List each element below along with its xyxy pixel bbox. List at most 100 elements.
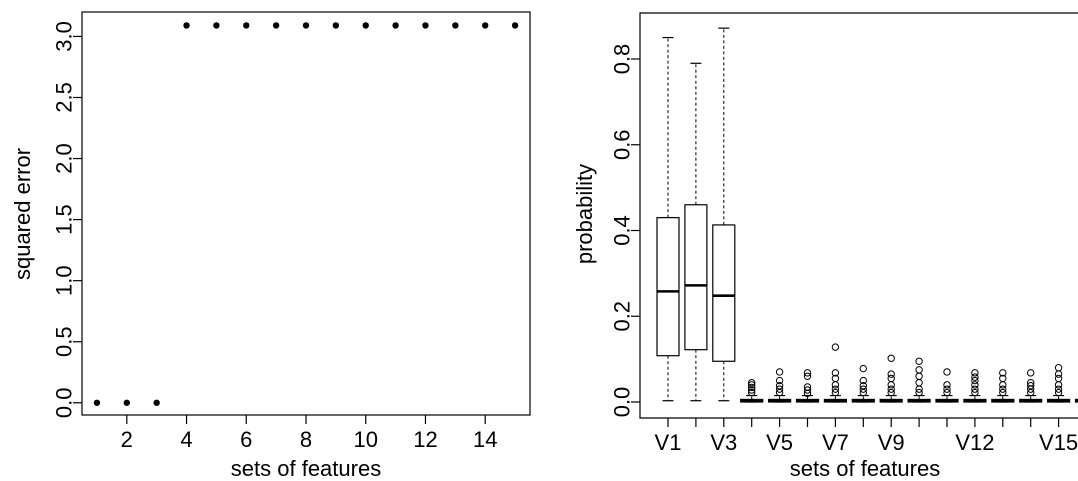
box-outlier [971, 369, 979, 377]
left-x-axis: 2 4 6 8 10 12 14 [121, 415, 497, 452]
left-data-point [482, 22, 489, 29]
box-outlier [943, 385, 951, 393]
box-outlier [999, 388, 1007, 397]
left-x-tick-label: 10 [353, 427, 377, 452]
box-outlier [999, 374, 1007, 383]
right-y-tick-label: 0.4 [610, 215, 635, 246]
box-outlier [1027, 382, 1035, 390]
box-outlier [971, 385, 979, 393]
right-y-tick-label: 0.8 [610, 44, 635, 75]
left-data-point [123, 399, 130, 406]
right-x-axis: V1 V3 V5 V7 V9 V12 V15 [655, 418, 1078, 455]
left-y-tick-label: 2.0 [52, 143, 77, 174]
right-x-tick-label: V3 [710, 430, 737, 455]
box-v14 [1019, 369, 1043, 403]
box-outlier [1054, 381, 1063, 389]
left-x-tick-label: 12 [413, 427, 437, 452]
box-outlier [831, 381, 840, 389]
right-x-tick-label: V9 [878, 430, 905, 455]
box-outlier [999, 385, 1007, 393]
box-outlier [1054, 374, 1063, 383]
box-outlier [943, 388, 951, 397]
left-data-point [183, 22, 190, 29]
box-outlier [775, 385, 784, 393]
box-outlier [915, 357, 923, 365]
box-outlier [748, 379, 756, 387]
box-outlier [915, 379, 923, 387]
box-outlier [1054, 388, 1063, 397]
box-v15 [1046, 364, 1071, 403]
box-outlier [943, 381, 951, 389]
box-outlier [859, 382, 867, 390]
box-outlier [748, 381, 756, 389]
box-outlier [971, 381, 979, 389]
box-v5 [767, 368, 792, 403]
box-outlier [887, 388, 895, 397]
left-data-point [243, 22, 250, 29]
box-v12 [963, 369, 987, 403]
left-data-points [93, 22, 519, 406]
right-y-axis-title: probability [572, 164, 597, 264]
box-outlier [1054, 370, 1063, 378]
box-outlier [859, 364, 867, 373]
box-v8 [851, 364, 875, 403]
left-x-tick-label: 2 [121, 427, 133, 452]
box-outlier [915, 388, 923, 397]
left-data-point [511, 22, 519, 29]
left-data-point [93, 399, 101, 406]
box-outlier [1027, 379, 1035, 387]
left-data-point [272, 22, 280, 29]
box-outlier [887, 385, 895, 393]
box-outlier [859, 385, 867, 393]
box-outlier [999, 369, 1007, 377]
box-outlier [887, 374, 895, 383]
box-outlier [831, 388, 840, 397]
box-body [656, 217, 680, 357]
box-outlier [831, 385, 840, 393]
box-outlier [971, 376, 979, 385]
left-y-axis-title: squared error [10, 148, 35, 280]
box-v11 [935, 368, 959, 403]
right-y-axis: 0.0 0.2 0.4 0.6 0.8 [610, 44, 640, 417]
box-outlier [1054, 385, 1063, 393]
box-v4 [740, 379, 764, 403]
box-outlier [803, 383, 812, 391]
box-body [684, 204, 708, 351]
box-outlier [971, 373, 979, 381]
box-outlier [831, 374, 840, 383]
right-x-axis-title: sets of features [790, 456, 940, 481]
box-v9 [879, 354, 903, 403]
right-y-tick-label: 0.2 [610, 301, 635, 332]
box-outlier [748, 383, 756, 392]
left-data-point [213, 22, 220, 29]
box-outlier [775, 376, 784, 385]
probability-boxplot-panel: 0.0 0.2 0.4 0.6 0.8 V1 V3 V5 V7 V9 V12 V15 sets of… [572, 12, 1078, 481]
left-x-tick-label: 6 [240, 427, 252, 452]
left-data-point [362, 22, 369, 29]
left-data-point [302, 22, 310, 29]
squared-error-scatter-panel: 0.0 0.5 1.0 1.5 2.0 2.5 3.0 2 4 6 8 10 12 14 sets of… [10, 11, 531, 481]
box-outlier [831, 343, 840, 351]
box-body [712, 224, 736, 362]
box-v1 [656, 36, 680, 402]
box-outlier [999, 381, 1007, 389]
box-outlier [887, 381, 895, 389]
left-data-point [422, 22, 429, 29]
box-outlier [803, 386, 812, 394]
box-outlier [775, 382, 784, 390]
left-x-tick-label: 8 [300, 427, 312, 452]
left-data-point [332, 22, 340, 29]
box-outlier [748, 388, 756, 397]
box-outlier [803, 369, 812, 377]
box-v16 [1074, 398, 1078, 403]
right-x-tick-label: V15 [1039, 430, 1078, 455]
box-v10 [907, 357, 931, 403]
box-v6 [795, 369, 820, 403]
box-v3 [712, 27, 736, 402]
right-x-tick-label: V12 [955, 430, 994, 455]
left-data-point [452, 22, 459, 29]
left-x-axis-title: sets of features [231, 456, 381, 481]
box-outlier [831, 369, 840, 377]
box-outlier [1027, 369, 1035, 377]
